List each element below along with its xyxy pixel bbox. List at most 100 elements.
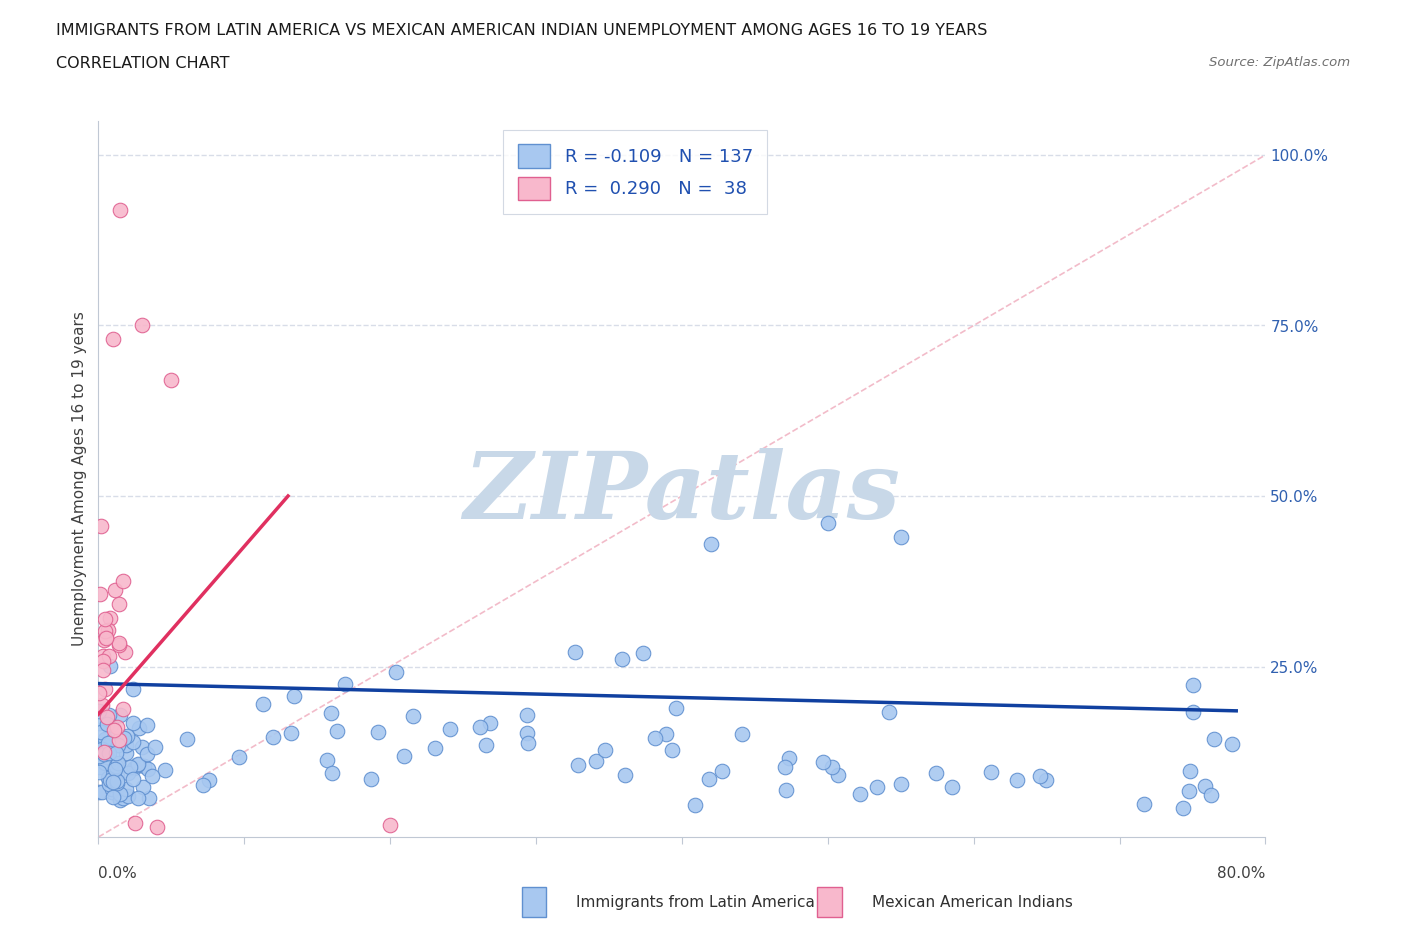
Point [1007, 773, 1029, 788]
Y-axis label: Unemployment Among Ages 16 to 19 years: Unemployment Among Ages 16 to 19 years [72, 312, 87, 646]
Point [93, 612, 115, 627]
Point [980, 764, 1002, 779]
Point [1132, 797, 1154, 812]
Point [114, 745, 136, 760]
Point [114, 644, 136, 659]
Point [614, 767, 637, 782]
Point [423, 740, 446, 755]
Point [516, 708, 538, 723]
Point [316, 752, 339, 767]
Point [89, 759, 111, 774]
Point [191, 777, 214, 792]
Point [567, 758, 589, 773]
Text: 0.0%: 0.0% [98, 866, 138, 881]
Point [104, 762, 127, 777]
Point [385, 664, 408, 679]
Point [176, 731, 198, 746]
Point [97, 754, 120, 769]
Point [110, 202, 132, 217]
Point [1194, 778, 1216, 793]
Point [108, 787, 131, 802]
Point [98, 649, 121, 664]
Point [811, 755, 834, 770]
Point [122, 682, 145, 697]
Point [665, 701, 688, 716]
Point [866, 780, 889, 795]
Point [138, 790, 160, 805]
Point [101, 785, 124, 800]
Point [97, 777, 120, 791]
Point [1035, 773, 1057, 788]
Point [136, 747, 159, 762]
Point [127, 757, 149, 772]
Point [112, 701, 135, 716]
Point [108, 708, 131, 723]
Point [890, 529, 912, 544]
Point [97, 771, 120, 786]
Point [778, 751, 800, 765]
Point [827, 767, 849, 782]
Point [91, 654, 114, 669]
Point [89, 716, 111, 731]
Text: 80.0%: 80.0% [1218, 866, 1265, 881]
Point [262, 729, 284, 744]
Point [93, 737, 115, 752]
Point [87, 785, 110, 800]
Point [879, 705, 901, 720]
Point [101, 775, 124, 790]
Point [775, 759, 797, 774]
Text: ZIPatlas: ZIPatlas [464, 448, 900, 538]
Point [89, 737, 111, 751]
Point [319, 706, 342, 721]
Point [153, 763, 176, 777]
Text: Mexican American Indians: Mexican American Indians [872, 895, 1073, 910]
Point [91, 648, 114, 663]
Point [127, 790, 149, 805]
Point [122, 716, 145, 731]
Point [93, 632, 115, 647]
Text: Source: ZipAtlas.com: Source: ZipAtlas.com [1209, 56, 1350, 69]
Point [87, 685, 110, 700]
Point [112, 791, 135, 806]
Point [1178, 784, 1201, 799]
Point [160, 373, 183, 388]
Point [105, 720, 128, 735]
Point [89, 744, 111, 759]
Point [89, 587, 111, 602]
Point [97, 731, 120, 746]
Point [132, 779, 155, 794]
Point [94, 623, 117, 638]
Point [91, 785, 114, 800]
Point [697, 771, 720, 786]
Point [90, 698, 112, 712]
Point [112, 730, 135, 745]
Point [122, 735, 145, 750]
Point [101, 782, 124, 797]
Point [97, 736, 120, 751]
Point [105, 759, 128, 774]
Point [941, 780, 963, 795]
Point [117, 789, 139, 804]
Point [141, 768, 163, 783]
Point [105, 768, 128, 783]
Point [103, 790, 125, 804]
Point [101, 781, 124, 796]
Point [1182, 678, 1205, 693]
Point [439, 722, 461, 737]
Point [228, 750, 250, 764]
Point [890, 777, 912, 791]
Point [98, 707, 121, 722]
Point [90, 518, 112, 533]
Point [367, 724, 389, 739]
Point [107, 737, 129, 752]
Point [252, 697, 274, 711]
Point [585, 754, 607, 769]
Point [93, 682, 115, 697]
Point [1178, 764, 1201, 778]
Point [198, 773, 221, 788]
Point [821, 759, 844, 774]
Point [1204, 732, 1226, 747]
Point [100, 717, 122, 732]
Text: IMMIGRANTS FROM LATIN AMERICA VS MEXICAN AMERICAN INDIAN UNEMPLOYMENT AMONG AGES: IMMIGRANTS FROM LATIN AMERICA VS MEXICAN… [56, 23, 987, 38]
Point [105, 745, 128, 760]
